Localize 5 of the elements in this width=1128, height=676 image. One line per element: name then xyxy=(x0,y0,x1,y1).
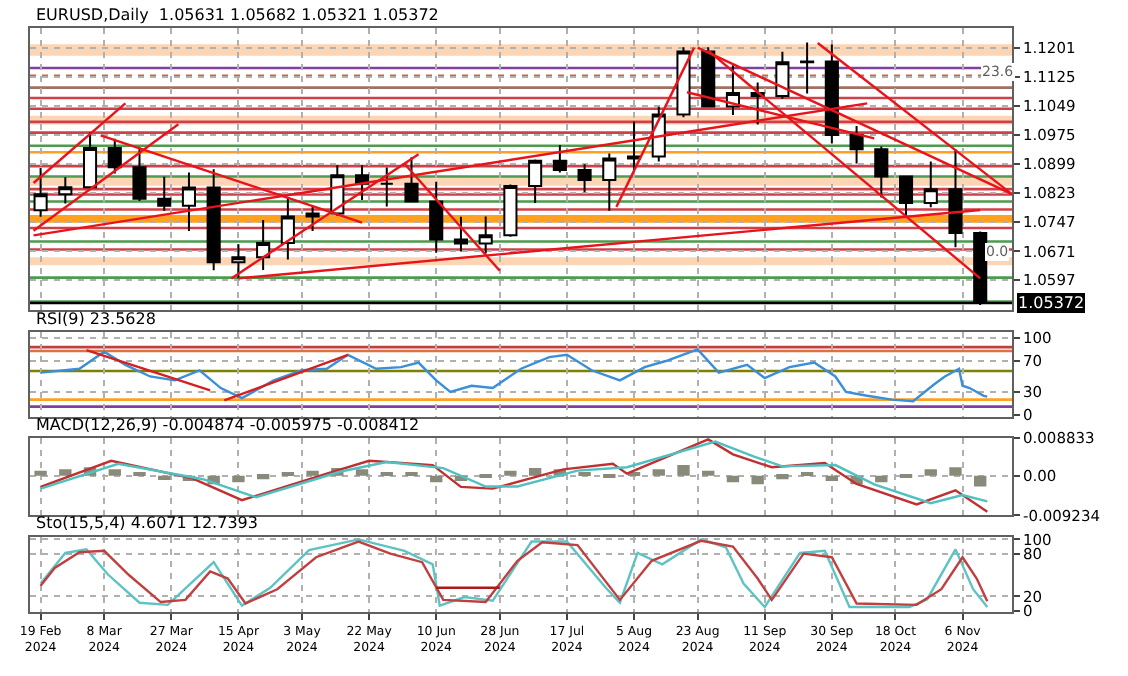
chart-title: Sto(15,5,4) 4.6071 12.7393 xyxy=(36,514,258,532)
chart-title: RSI(9) 23.5628 xyxy=(36,310,156,328)
chart-title: MACD(12,26,9) -0.004874 -0.005975 -0.008412 xyxy=(36,416,420,434)
ref-line-label: 1.05372 xyxy=(1018,294,1085,312)
chart-title: EURUSD,Daily 1.05631 1.05682 1.05321 1.05372 xyxy=(36,6,439,24)
